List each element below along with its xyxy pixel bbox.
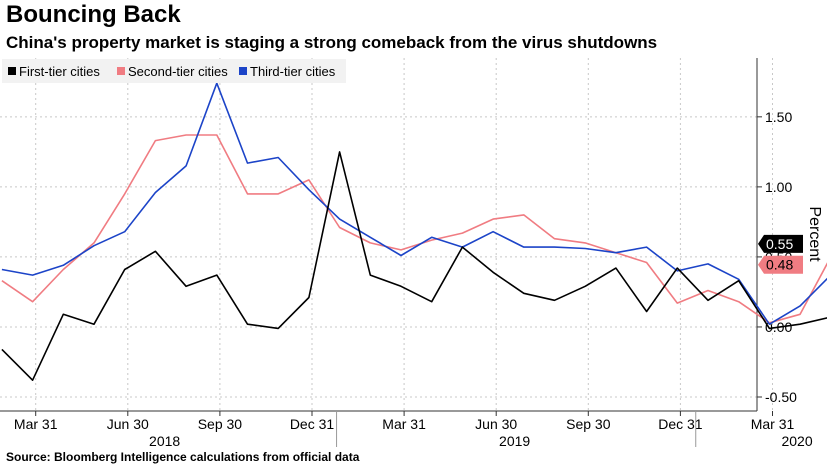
legend-swatch-third <box>239 67 247 75</box>
chart-title: Bouncing Back <box>6 1 181 28</box>
end-label-value: 0.48 <box>766 257 793 273</box>
end-label-tag <box>758 255 803 274</box>
end-label-tag <box>758 234 803 253</box>
end-label-second: 0.48 <box>758 255 803 274</box>
legend-background <box>2 59 346 83</box>
end-label-first: 0.55 <box>758 234 803 253</box>
y-tick-label: 1.00 <box>765 179 792 195</box>
x-tick-label: Sep 30 <box>566 416 611 432</box>
x-tick-label: Sep 30 <box>198 416 243 432</box>
legend-label-third: Third-tier cities <box>250 64 336 79</box>
x-tick-label: Jun 30 <box>475 416 517 432</box>
x-tick-label: Jun 30 <box>107 416 149 432</box>
x-tick-label: Dec 31 <box>658 416 703 432</box>
series-line-first <box>1 151 827 382</box>
y-tick-label: -0.50 <box>765 389 797 405</box>
chart-subtitle: China's property market is staging a str… <box>6 33 658 52</box>
x-tick-label: Mar 31 <box>14 416 58 432</box>
y-axis-title: Percent <box>806 206 823 262</box>
x-tick-label: Mar 31 <box>382 416 426 432</box>
legend-swatch-first <box>8 67 16 75</box>
legend-swatch-second <box>117 67 125 75</box>
year-label: 2018 <box>149 433 180 449</box>
end-label-value: 0.55 <box>766 236 793 252</box>
series-line-third <box>1 82 827 326</box>
legend-label-first: First-tier cities <box>19 64 100 79</box>
year-label: 2020 <box>781 433 812 449</box>
x-tick-label: Dec 31 <box>290 416 335 432</box>
legend: First-tier cities Second-tier cities Third… <box>2 59 346 83</box>
source-note: Source: Bloomberg Intelligence calculati… <box>6 450 360 464</box>
legend-label-second: Second-tier cities <box>128 64 228 79</box>
year-label: 2019 <box>499 433 530 449</box>
x-tick-label: Mar 31 <box>751 416 795 432</box>
y-tick-label: 1.50 <box>765 109 792 125</box>
